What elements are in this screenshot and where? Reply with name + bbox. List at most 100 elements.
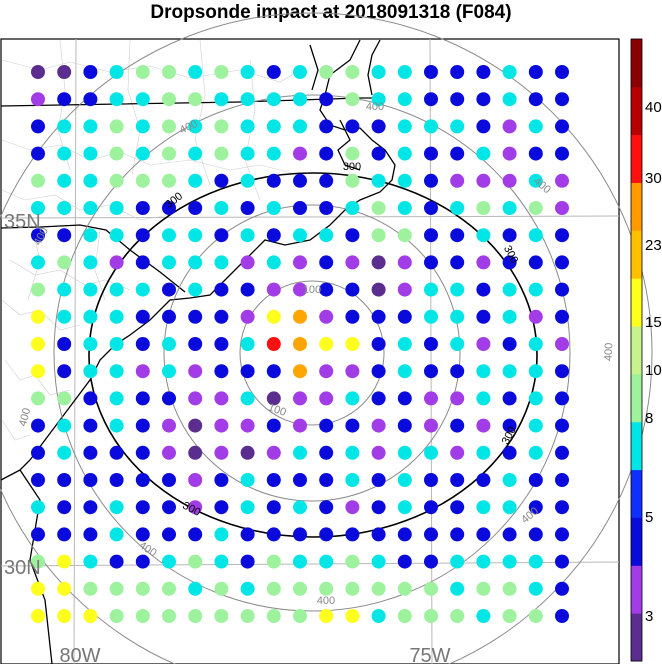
dropsonde-dot xyxy=(83,119,98,134)
dropsonde-dot xyxy=(528,445,543,460)
dropsonde-dot xyxy=(83,337,98,351)
dropsonde-dot xyxy=(135,255,150,270)
dropsonde-dot xyxy=(424,554,438,569)
dropsonde-dot xyxy=(188,500,203,515)
dropsonde-dot xyxy=(476,201,491,215)
range-ring-bold xyxy=(88,172,538,538)
dropsonde-dot xyxy=(293,391,307,406)
dropsonde-dot xyxy=(266,445,281,460)
dropsonde-dot xyxy=(31,337,45,351)
dropsonde-dot xyxy=(293,228,307,243)
dropsonde-dot xyxy=(57,228,72,243)
dropsonde-dot xyxy=(214,337,229,351)
dropsonde-dot xyxy=(214,527,229,542)
dropsonde-dot xyxy=(240,418,255,433)
ring-label-400-bottom: 400 xyxy=(317,595,335,607)
dropsonde-dot xyxy=(345,364,360,379)
dropsonde-dot xyxy=(371,228,386,243)
dropsonde-dot xyxy=(266,391,281,406)
dropsonde-dot xyxy=(83,364,98,379)
dropsonde-dot xyxy=(293,309,307,324)
dropsonde-dot xyxy=(371,146,386,161)
dropsonde-dot xyxy=(214,309,229,324)
dropsonde-dot xyxy=(31,201,45,215)
dropsonde-dot xyxy=(214,92,229,107)
dropsonde-dot xyxy=(397,146,412,161)
dropsonde-dot xyxy=(319,391,334,406)
dropsonde-dot xyxy=(450,228,465,243)
dropsonde-dot xyxy=(293,500,307,515)
dropsonde-dot xyxy=(319,473,334,487)
dropsonde-dot xyxy=(83,391,98,406)
dropsonde-dot xyxy=(109,391,124,406)
dropsonde-dot xyxy=(266,337,281,351)
dropsonde-dot xyxy=(450,92,465,107)
dropsonde-dot xyxy=(345,418,360,433)
dropsonde-dot xyxy=(450,65,465,79)
dropsonde-dot xyxy=(502,418,517,433)
dropsonde-dot xyxy=(162,337,176,351)
dropsonde-dot xyxy=(371,554,386,569)
dropsonde-dot xyxy=(135,609,150,623)
dropsonde-dot xyxy=(31,173,45,188)
dropsonde-dot xyxy=(31,255,45,270)
dropsonde-dot xyxy=(450,255,465,270)
dropsonde-dot xyxy=(555,500,569,515)
colorbar-segment xyxy=(631,134,642,183)
dropsonde-dot xyxy=(293,473,307,487)
dropsonde-dot xyxy=(476,364,491,379)
dropsonde-dot xyxy=(162,146,176,161)
dropsonde-dot xyxy=(83,255,98,270)
dropsonde-dot xyxy=(319,201,334,215)
dropsonde-dot xyxy=(345,201,360,215)
dropsonde-dot xyxy=(188,309,203,324)
dropsonde-dot xyxy=(476,119,491,134)
dropsonde-dot xyxy=(109,228,124,243)
dropsonde-dot xyxy=(345,92,360,107)
dropsonde-dot xyxy=(450,146,465,161)
dropsonde-dot xyxy=(188,445,203,460)
dropsonde-dot xyxy=(397,473,412,487)
dropsonde-dot xyxy=(214,473,229,487)
dropsonde-dot xyxy=(266,255,281,270)
dropsonde-dot xyxy=(240,146,255,161)
dropsonde-dot xyxy=(424,527,438,542)
dropsonde-dot xyxy=(188,65,203,79)
dropsonde-dot xyxy=(555,445,569,460)
dropsonde-dot xyxy=(31,228,45,243)
dropsonde-dot xyxy=(476,92,491,107)
dropsonde-dot xyxy=(397,201,412,215)
dropsonde-dot xyxy=(450,527,465,542)
dropsonde-dot xyxy=(371,92,386,107)
dropsonde-dot xyxy=(135,201,150,215)
dropsonde-dot xyxy=(83,473,98,487)
dropsonde-dot xyxy=(502,282,517,297)
dropsonde-dot xyxy=(109,527,124,542)
dropsonde-dot xyxy=(57,337,72,351)
dropsonde-dot xyxy=(450,391,465,406)
dropsonde-dot xyxy=(319,445,334,460)
dropsonde-dot xyxy=(57,554,72,569)
dropsonde-dot xyxy=(31,609,45,623)
dropsonde-dot xyxy=(450,119,465,134)
dropsonde-dot xyxy=(240,473,255,487)
dropsonde-dot xyxy=(266,473,281,487)
dropsonde-dot xyxy=(371,609,386,623)
dropsonde-dot xyxy=(424,473,438,487)
dropsonde-dot xyxy=(188,337,203,351)
dropsonde-dot xyxy=(397,309,412,324)
dropsonde-dot xyxy=(293,554,307,569)
dropsonde-dot xyxy=(450,282,465,297)
dropsonde-dot xyxy=(214,282,229,297)
dropsonde-dot xyxy=(188,554,203,569)
dropsonde-dot xyxy=(293,146,307,161)
dropsonde-dot xyxy=(424,500,438,515)
dropsonde-dot xyxy=(83,201,98,215)
dropsonde-dot xyxy=(109,554,124,569)
dropsonde-dot xyxy=(450,445,465,460)
dropsonde-dot xyxy=(57,146,72,161)
dropsonde-dot xyxy=(424,65,438,79)
dropsonde-dot xyxy=(502,391,517,406)
dropsonde-dot xyxy=(293,119,307,134)
dropsonde-dot xyxy=(57,173,72,188)
